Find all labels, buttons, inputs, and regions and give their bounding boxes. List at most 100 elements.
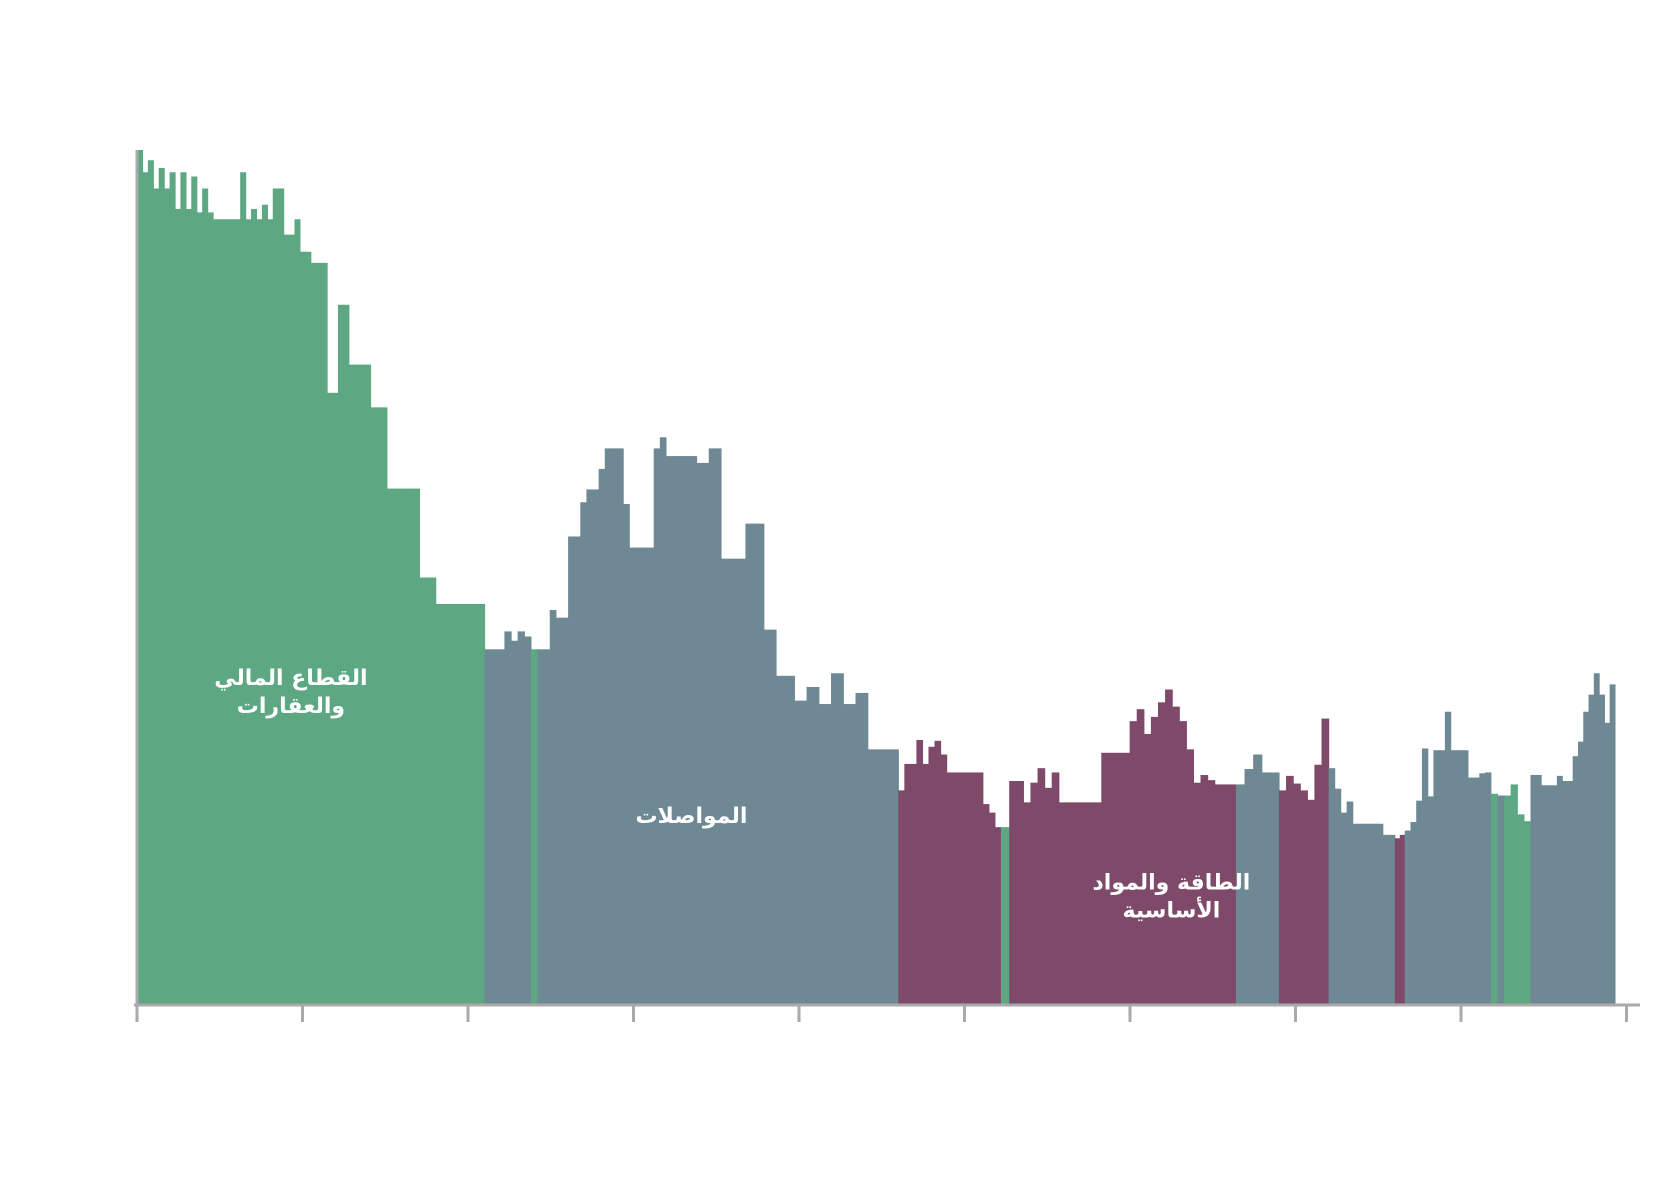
bar-energy-4-12 bbox=[970, 772, 978, 1005]
bar-energy-8-2 bbox=[1293, 783, 1301, 1005]
bar-transport-3-43 bbox=[800, 700, 808, 1005]
bar-energy-4-10 bbox=[958, 772, 966, 1005]
bar-transport-13-0 bbox=[1497, 795, 1505, 1005]
bar-transport-15-2 bbox=[1541, 785, 1547, 1005]
bar-transport-3-55 bbox=[873, 749, 881, 1005]
bar-finance-0-24 bbox=[267, 219, 274, 1005]
bar-finance-0-31 bbox=[305, 251, 312, 1005]
bar-energy-4-0 bbox=[898, 790, 905, 1005]
bar-transport-3-33 bbox=[739, 558, 747, 1005]
bar-energy-8-5 bbox=[1314, 764, 1323, 1005]
bar-transport-11-9 bbox=[1456, 750, 1463, 1005]
bar-transport-3-21 bbox=[665, 456, 673, 1006]
bar-energy-6-4 bbox=[1037, 768, 1046, 1005]
bar-transport-3-17 bbox=[641, 547, 649, 1005]
bar-finance-0-58 bbox=[451, 604, 458, 1005]
sector-label-transport: المواصلات bbox=[635, 804, 747, 829]
bar-transport-15-8 bbox=[1572, 756, 1579, 1005]
bar-transport-3-24 bbox=[684, 456, 691, 1006]
bar-finance-0-1 bbox=[142, 172, 149, 1006]
bar-transport-3-44 bbox=[806, 686, 814, 1005]
bar-finance-0-20 bbox=[245, 219, 252, 1005]
bar-finance-0-44 bbox=[375, 407, 382, 1006]
bar-energy-6-25 bbox=[1186, 749, 1195, 1005]
bar-transport-11-4 bbox=[1427, 796, 1435, 1005]
bar-energy-6-12 bbox=[1094, 802, 1102, 1005]
bar-energy-6-2 bbox=[1023, 802, 1032, 1005]
bar-transport-3-12 bbox=[610, 448, 618, 1005]
bar-finance-0-19 bbox=[240, 172, 247, 1006]
bar-transport-15-4 bbox=[1551, 785, 1558, 1005]
bar-finance-0-32 bbox=[310, 262, 317, 1005]
sector-label-line: والعقارات bbox=[237, 694, 345, 719]
bar-energy-8-4 bbox=[1307, 799, 1316, 1005]
sector-label-line: الطاقة والمواد bbox=[1093, 871, 1251, 896]
bar-transport-3-4 bbox=[561, 617, 569, 1005]
bar-transport-1-3 bbox=[504, 631, 512, 1005]
bar-transport-11-2 bbox=[1416, 800, 1423, 1005]
bar-transport-9-8 bbox=[1376, 823, 1384, 1005]
bar-transport-11-13 bbox=[1479, 773, 1486, 1005]
bar-transport-1-6 bbox=[524, 636, 532, 1005]
bar-transport-7-3 bbox=[1261, 772, 1271, 1005]
bar-transport-3-26 bbox=[696, 462, 704, 1005]
bar-finance-0-33 bbox=[316, 262, 323, 1005]
bar-finance-0-26 bbox=[278, 188, 285, 1006]
bar-transport-3-0 bbox=[537, 649, 545, 1005]
bar-energy-4-13 bbox=[976, 772, 984, 1005]
bar-finance-0-53 bbox=[424, 577, 431, 1005]
bar-transport-3-9 bbox=[592, 489, 600, 1005]
bar-transport-15-12 bbox=[1593, 673, 1600, 1005]
bar-energy-6-22 bbox=[1165, 689, 1173, 1005]
bar-transport-9-9 bbox=[1382, 834, 1390, 1005]
bar-energy-8-3 bbox=[1300, 790, 1308, 1005]
bar-energy-6-30 bbox=[1221, 784, 1230, 1005]
bar-energy-4-2 bbox=[910, 763, 918, 1005]
bar-energy-6-8 bbox=[1065, 802, 1074, 1005]
bar-transport-1-5 bbox=[517, 631, 525, 1005]
sector-labels: القطاع المالي والعقارات المواصلات الطاقة وا… bbox=[214, 666, 1250, 923]
bar-finance-0-42 bbox=[365, 364, 372, 1006]
bar-transport-11-8 bbox=[1450, 750, 1457, 1005]
bar-finance-0-21 bbox=[251, 208, 258, 1005]
bar-energy-6-7 bbox=[1058, 802, 1067, 1005]
bar-transport-15-15 bbox=[1609, 684, 1616, 1005]
bar-energy-4-8 bbox=[946, 772, 954, 1005]
bar-transport-9-7 bbox=[1370, 823, 1378, 1005]
bar-energy-4-3 bbox=[916, 739, 924, 1005]
bar-finance-0-51 bbox=[413, 488, 420, 1006]
bar-energy-6-26 bbox=[1193, 782, 1202, 1005]
bar-finance-0-37 bbox=[337, 304, 344, 1005]
bar-finance-0-54 bbox=[430, 577, 437, 1005]
bar-finance-0-16 bbox=[223, 219, 230, 1005]
bar-transport-3-28 bbox=[708, 448, 716, 1005]
bar-transport-3-10 bbox=[598, 468, 606, 1005]
bar-transport-11-11 bbox=[1467, 777, 1475, 1005]
bar-transport-3-13 bbox=[617, 448, 624, 1005]
chart-bars bbox=[137, 150, 1616, 1006]
bar-finance-0-55 bbox=[435, 604, 442, 1005]
bar-finance-0-30 bbox=[299, 251, 306, 1005]
bar-transport-15-13 bbox=[1599, 694, 1605, 1005]
bar-finance-0-60 bbox=[462, 604, 469, 1005]
bar-finance-0-40 bbox=[354, 364, 361, 1006]
bar-finance-0-2 bbox=[147, 160, 154, 1005]
bar-energy-6-0 bbox=[1009, 780, 1017, 1005]
bar-transport-7-0 bbox=[1235, 784, 1246, 1005]
bar-energy-6-19 bbox=[1143, 733, 1152, 1005]
bar-energy-6-13 bbox=[1101, 752, 1109, 1005]
bar-transport-3-6 bbox=[574, 536, 581, 1005]
bar-transport-9-3 bbox=[1346, 801, 1354, 1005]
bar-energy-6-14 bbox=[1108, 752, 1117, 1005]
bar-transport-11-0 bbox=[1404, 830, 1412, 1005]
bar-transport-3-53 bbox=[861, 692, 869, 1005]
bar-energy-4-7 bbox=[940, 754, 948, 1005]
bar-transport-3-50 bbox=[843, 704, 850, 1005]
bar-finance-0-57 bbox=[446, 604, 453, 1005]
bar-transport-3-42 bbox=[794, 700, 802, 1005]
bar-energy-4-15 bbox=[988, 812, 996, 1005]
bar-transport-3-14 bbox=[623, 503, 630, 1005]
chart-axes bbox=[134, 150, 1640, 1022]
bar-finance-0-56 bbox=[441, 604, 448, 1005]
bar-finance-0-35 bbox=[327, 392, 334, 1005]
